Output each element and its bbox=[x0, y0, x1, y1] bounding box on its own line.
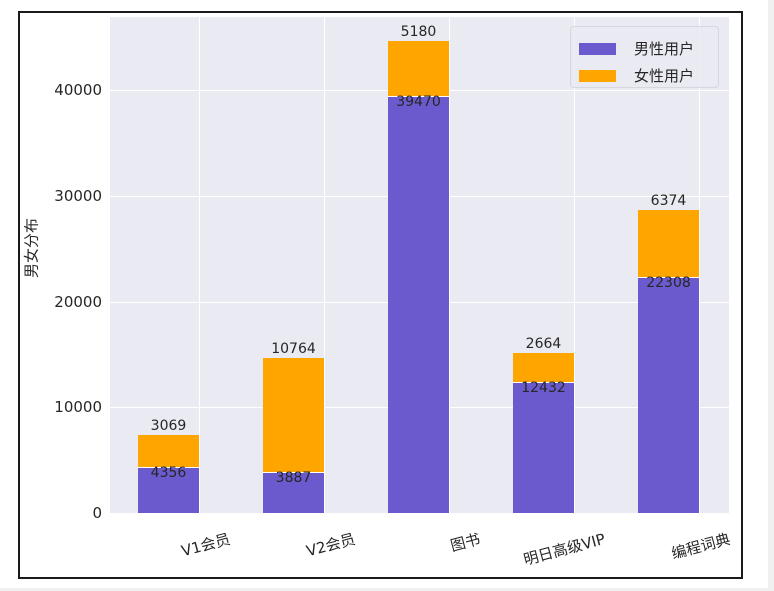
legend-label-male: 男性用户 bbox=[634, 40, 695, 58]
y-axis-label: 男女分布 bbox=[21, 218, 42, 278]
v-gridline bbox=[324, 17, 325, 513]
right-edge-strip bbox=[768, 0, 774, 591]
y-tick-label: 30000 bbox=[54, 186, 102, 205]
bar-female bbox=[138, 434, 199, 467]
y-tick-label: 20000 bbox=[54, 292, 102, 311]
v-gridline bbox=[574, 17, 575, 513]
bar-male bbox=[513, 381, 574, 513]
bottom-edge-strip bbox=[0, 588, 774, 591]
v-gridline bbox=[699, 17, 700, 513]
male-value-label: 4356 bbox=[150, 464, 187, 481]
v-gridline bbox=[449, 17, 450, 513]
male-value-label: 22308 bbox=[646, 275, 691, 292]
male-value-label: 3887 bbox=[275, 469, 312, 486]
legend-swatch-male bbox=[579, 42, 616, 55]
male-value-label: 12432 bbox=[521, 379, 566, 396]
legend-item-female: 女性用户 bbox=[579, 65, 694, 86]
plot-area bbox=[110, 17, 729, 513]
y-tick-label: 10000 bbox=[54, 398, 102, 417]
bar-male bbox=[263, 471, 324, 513]
y-tick-label: 0 bbox=[92, 504, 102, 522]
bar-female bbox=[638, 209, 699, 278]
female-value-label: 2664 bbox=[525, 336, 562, 353]
female-value-label: 6374 bbox=[650, 192, 687, 209]
bar-female bbox=[513, 353, 574, 382]
bar-male bbox=[388, 95, 449, 513]
legend: 男性用户 女性用户 bbox=[570, 26, 719, 88]
female-value-label: 10764 bbox=[271, 341, 316, 358]
female-value-label: 3069 bbox=[150, 417, 187, 434]
bar-female bbox=[388, 41, 449, 96]
legend-swatch-female bbox=[579, 69, 616, 82]
female-value-label: 5180 bbox=[400, 24, 437, 41]
male-value-label: 39470 bbox=[396, 93, 441, 110]
bar-male bbox=[138, 466, 199, 513]
legend-item-male: 男性用户 bbox=[579, 38, 694, 59]
bar-male bbox=[638, 277, 699, 513]
bar-female bbox=[263, 358, 324, 472]
v-gridline bbox=[199, 17, 200, 513]
legend-label-female: 女性用户 bbox=[634, 67, 695, 85]
y-tick-label: 40000 bbox=[54, 81, 102, 100]
